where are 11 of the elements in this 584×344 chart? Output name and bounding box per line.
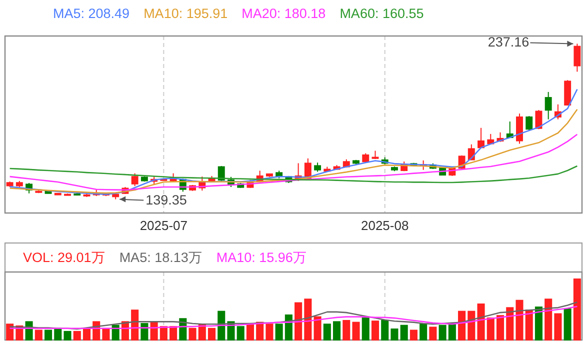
text: VOL: 29.01万 bbox=[23, 250, 106, 265]
x-tick-label: 2025-07 bbox=[140, 218, 188, 233]
text: MA20: 180.18 bbox=[242, 6, 326, 21]
text: MA10: 195.91 bbox=[144, 6, 228, 21]
text: MA5: 18.13万 bbox=[119, 250, 202, 265]
text: MA5: 208.49 bbox=[53, 6, 130, 21]
x-tick-label: 2025-08 bbox=[361, 218, 409, 233]
annotation: 139.35 bbox=[146, 192, 187, 208]
annotation: 237.16 bbox=[488, 34, 530, 50]
text: MA10: 15.96万 bbox=[216, 250, 307, 265]
text: MA60: 160.55 bbox=[340, 6, 424, 21]
